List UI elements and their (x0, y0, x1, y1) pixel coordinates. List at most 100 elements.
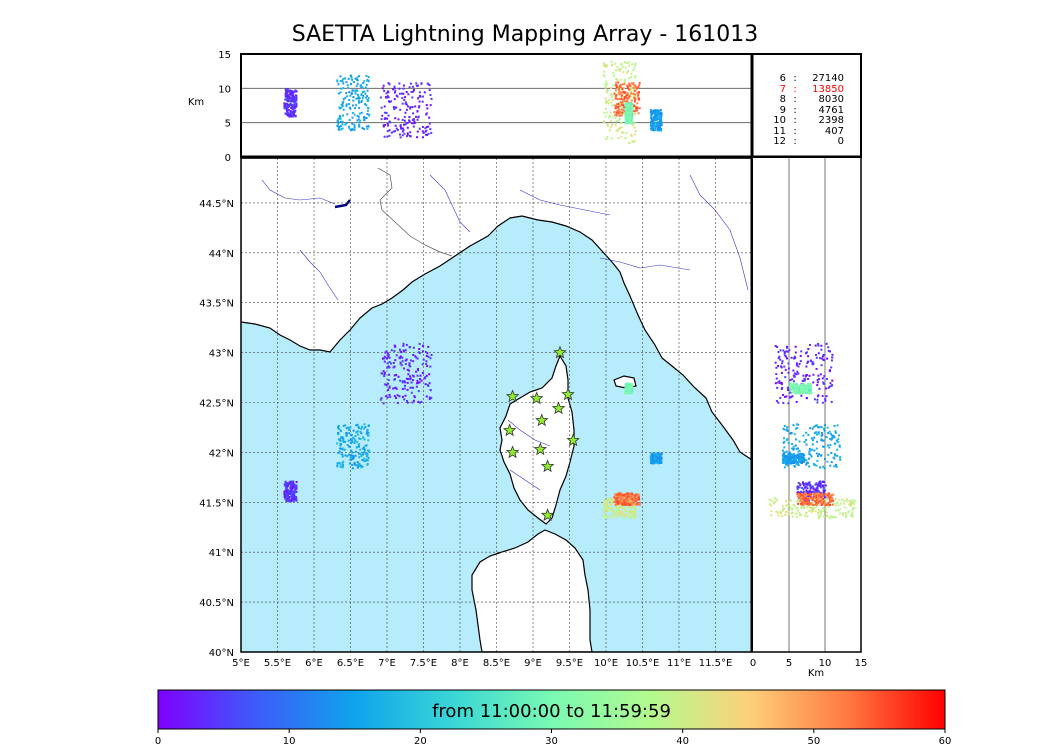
source-point (820, 426, 823, 429)
source-point (397, 118, 400, 121)
source-point (363, 449, 366, 452)
source-point (818, 387, 821, 390)
source-point (629, 84, 632, 87)
source-point (619, 87, 622, 90)
source-point (339, 120, 342, 123)
source-point (366, 106, 369, 109)
source-point (411, 386, 414, 389)
source-point (607, 507, 610, 510)
source-point (781, 362, 784, 365)
source-point (421, 126, 424, 129)
source-point (820, 454, 823, 457)
source-point (385, 384, 388, 387)
source-point (624, 510, 627, 513)
source-point (615, 114, 618, 117)
source-point (634, 130, 637, 133)
source-point (354, 434, 357, 437)
source-point (603, 111, 606, 114)
source-point (388, 83, 391, 86)
source-point (337, 83, 340, 86)
source-point (355, 424, 358, 427)
source-point (807, 385, 810, 388)
source-point (627, 506, 630, 509)
source-point (353, 128, 356, 131)
source-point (348, 462, 351, 465)
source-point (653, 113, 656, 116)
source-point (821, 395, 824, 398)
source-point (787, 501, 790, 504)
source-point (815, 496, 818, 499)
source-point (395, 397, 398, 400)
source-point (295, 487, 298, 490)
source-point (832, 516, 835, 519)
source-point (806, 492, 809, 495)
source-point (621, 83, 624, 86)
source-point (290, 498, 293, 501)
source-point (628, 500, 631, 503)
source-point (617, 509, 620, 512)
source-point (782, 453, 785, 456)
source-point (393, 85, 396, 88)
source-point (412, 90, 415, 93)
source-point (785, 462, 788, 465)
source-point (660, 111, 663, 114)
source-point (824, 498, 827, 501)
source-point (809, 487, 812, 490)
source-point (404, 101, 407, 104)
source-point (821, 503, 824, 506)
source-point (802, 496, 805, 499)
source-point (394, 117, 397, 120)
source-point (286, 495, 289, 498)
source-point (653, 119, 656, 122)
top-alt-tick-label: 15 (218, 50, 231, 61)
source-point (289, 115, 292, 118)
source-point (783, 424, 786, 427)
source-point (788, 452, 791, 455)
source-point (341, 455, 344, 458)
source-point (393, 91, 396, 94)
source-point (632, 500, 635, 503)
source-point (616, 109, 619, 112)
lightning-sources-map (283, 342, 663, 520)
source-point (794, 345, 797, 348)
source-point (390, 349, 393, 352)
source-point (795, 507, 798, 510)
source-point (657, 125, 660, 128)
source-point (808, 503, 811, 506)
source-point (626, 107, 629, 110)
source-point (618, 101, 621, 104)
source-point (430, 131, 433, 134)
source-point (357, 115, 360, 118)
source-point (336, 124, 339, 127)
source-point (284, 494, 287, 497)
source-point (628, 121, 631, 124)
source-point (383, 383, 386, 386)
source-point (810, 455, 813, 458)
source-point (420, 400, 423, 403)
source-point (383, 371, 386, 374)
river-line (519, 189, 611, 216)
source-point (800, 459, 803, 462)
source-point (837, 509, 840, 512)
source-point (823, 495, 826, 498)
source-point (613, 111, 616, 114)
source-point (399, 361, 402, 364)
source-point (814, 492, 817, 495)
source-point (614, 116, 617, 119)
source-point (347, 86, 350, 89)
source-point (807, 391, 810, 394)
source-point (630, 82, 633, 85)
station-star-icon (529, 391, 544, 405)
source-point (634, 107, 637, 110)
source-point (806, 361, 809, 364)
source-point (660, 118, 663, 121)
source-point (367, 431, 370, 434)
source-point (786, 357, 789, 360)
source-point (845, 514, 848, 517)
source-point (622, 505, 625, 508)
source-point (365, 79, 368, 82)
source-point (295, 98, 298, 101)
source-point (343, 448, 346, 451)
source-point (787, 367, 790, 370)
source-point (775, 377, 778, 380)
